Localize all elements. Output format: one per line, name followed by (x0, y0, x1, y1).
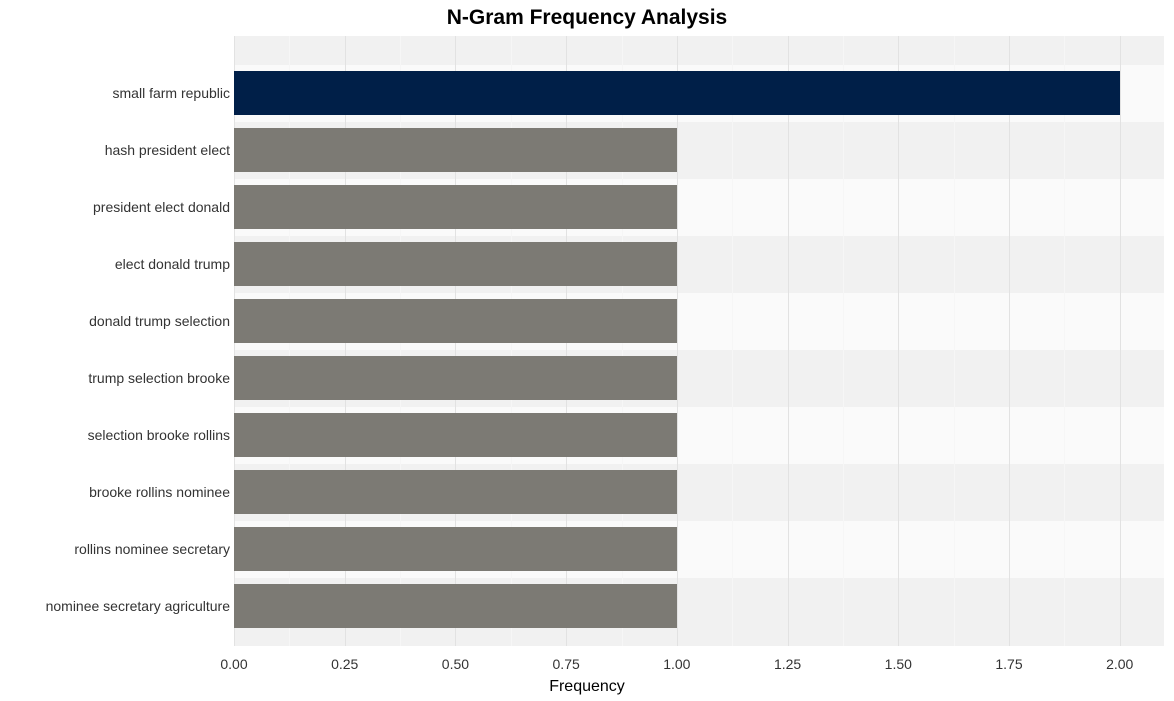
gridline-minor (843, 36, 844, 646)
x-tick-label: 2.00 (1106, 656, 1133, 672)
y-tick-label: brooke rollins nominee (89, 484, 230, 500)
gridline-major (1120, 36, 1121, 646)
y-tick-label: nominee secretary agriculture (46, 598, 230, 614)
bar (234, 128, 677, 171)
bar (234, 527, 677, 570)
y-tick-label: donald trump selection (89, 313, 230, 329)
x-tick-label: 0.00 (220, 656, 247, 672)
gridline-major (788, 36, 789, 646)
gridline-minor (732, 36, 733, 646)
x-tick-label: 0.50 (442, 656, 469, 672)
y-tick-label: trump selection brooke (88, 370, 230, 386)
x-tick-label: 0.25 (331, 656, 358, 672)
bar (234, 356, 677, 399)
y-tick-label: hash president elect (105, 142, 230, 158)
bar (234, 299, 677, 342)
bar (234, 242, 677, 285)
bar (234, 470, 677, 513)
x-tick-label: 1.00 (663, 656, 690, 672)
y-tick-label: rollins nominee secretary (74, 541, 230, 557)
bar (234, 413, 677, 456)
x-tick-label: 0.75 (553, 656, 580, 672)
y-tick-label: elect donald trump (115, 256, 230, 272)
gridline-minor (954, 36, 955, 646)
bar (234, 185, 677, 228)
bar (234, 71, 1120, 114)
bar (234, 584, 677, 627)
y-tick-label: president elect donald (93, 199, 230, 215)
y-tick-label: small farm republic (113, 85, 230, 101)
gridline-major (898, 36, 899, 646)
y-tick-label: selection brooke rollins (88, 427, 230, 443)
chart-title: N-Gram Frequency Analysis (0, 6, 1174, 30)
x-tick-label: 1.25 (774, 656, 801, 672)
plot-area (234, 36, 1164, 646)
x-axis-label: Frequency (0, 678, 1174, 696)
x-tick-label: 1.75 (995, 656, 1022, 672)
x-tick-label: 1.50 (885, 656, 912, 672)
gridline-major (677, 36, 678, 646)
gridline-major (1009, 36, 1010, 646)
gridline-minor (1064, 36, 1065, 646)
ngram-chart: N-Gram Frequency Analysis small farm rep… (0, 0, 1174, 701)
